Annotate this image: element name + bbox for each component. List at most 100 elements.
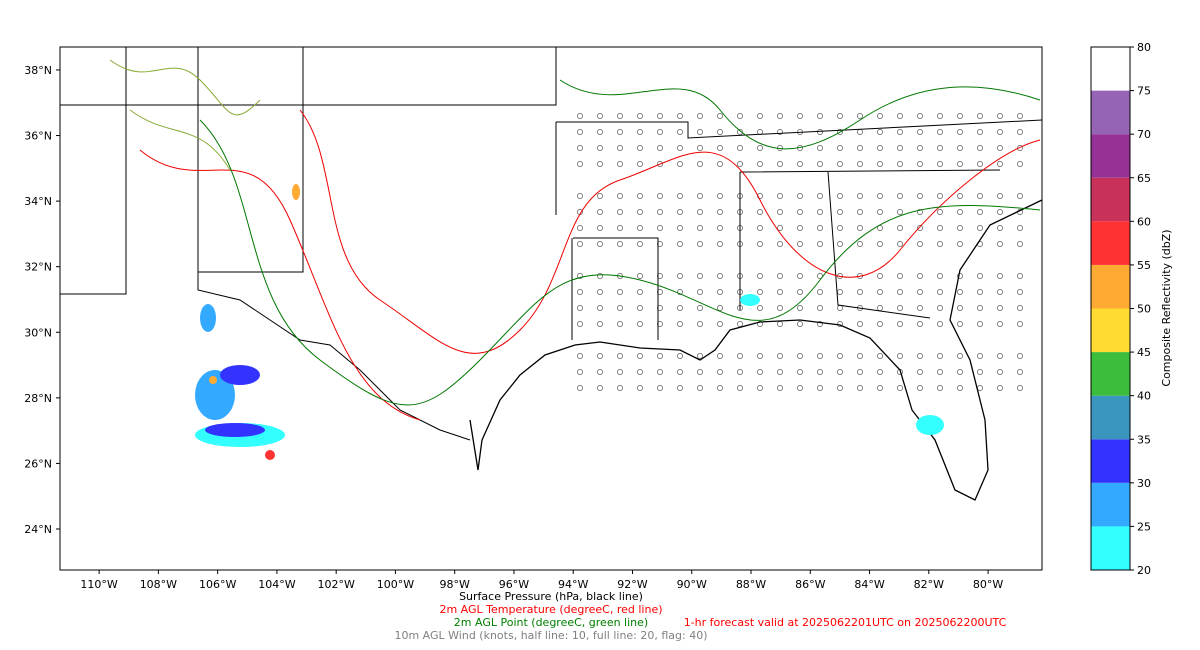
colorbar-segment [1091,482,1130,527]
station-marker [697,129,703,135]
lon-tick-label: 98°W [440,578,470,591]
forecast-note: 1-hr forecast valid at 2025062201UTC on … [684,616,1007,629]
station-marker [737,161,743,167]
caption: 2m AGL Temperature (degreeC, red line) [439,603,662,616]
station-marker [817,289,823,295]
station-marker [677,385,683,391]
station-marker [997,305,1003,311]
station-marker [637,305,643,311]
colorbar-segment [1091,439,1130,483]
station-marker [997,193,1003,199]
station-marker [1017,385,1023,391]
station-marker [977,113,983,119]
station-marker [977,129,983,135]
station-marker [817,369,823,375]
station-marker [977,273,983,279]
station-marker [777,273,783,279]
station-marker [697,241,703,247]
station-marker [617,129,623,135]
colorbar-tick-label: 25 [1137,520,1151,533]
station-marker [1017,353,1023,359]
station-marker [697,273,703,279]
station-marker [857,225,863,231]
station-marker [737,113,743,119]
station-marker [837,129,843,135]
station-marker [897,353,903,359]
station-marker [937,145,943,151]
colorbar-tick-label: 40 [1137,390,1151,403]
station-marker [977,289,983,295]
station-marker [937,273,943,279]
station-marker [1017,129,1023,135]
station-marker [777,353,783,359]
station-marker [817,193,823,199]
station-marker [1017,161,1023,167]
lat-tick-label: 34°N [24,195,52,208]
station-marker [897,305,903,311]
station-marker [817,209,823,215]
station-marker [997,225,1003,231]
station-marker [597,273,603,279]
station-marker [677,241,683,247]
station-marker [637,209,643,215]
station-marker [937,113,943,119]
station-marker [777,321,783,327]
colorbar-segment [1091,264,1130,309]
station-marker [977,321,983,327]
lon-tick-label: 82°W [914,578,944,591]
station-marker [717,225,723,231]
colorbar-segment [1091,352,1130,396]
station-marker [597,209,603,215]
colorbar-tick-label: 20 [1137,564,1151,577]
station-marker [757,241,763,247]
station-marker [737,369,743,375]
station-marker [997,209,1003,215]
station-marker [637,129,643,135]
axes: 38°N 36°N 34°N 32°N 30°N 28°N 26°N 24°N 110°W 108… [24,64,1003,591]
station-marker [657,369,663,375]
station-marker [657,113,663,119]
station-marker [937,305,943,311]
station-marker [677,273,683,279]
station-marker [857,321,863,327]
station-marker [937,225,943,231]
station-marker [637,241,643,247]
station-marker [797,241,803,247]
station-marker [917,113,923,119]
station-marker [857,113,863,119]
station-marker [957,129,963,135]
station-marker [657,225,663,231]
station-marker [697,145,703,151]
station-marker [957,321,963,327]
station-marker [597,289,603,295]
lat-tick-label: 24°N [24,523,52,536]
station-marker [717,305,723,311]
station-marker [917,273,923,279]
station-marker [677,321,683,327]
station-marker [957,209,963,215]
station-marker [697,209,703,215]
station-marker [677,369,683,375]
station-marker [797,113,803,119]
lon-tick-label: 92°W [617,578,647,591]
station-marker [977,353,983,359]
station-marker [837,145,843,151]
station-marker [997,321,1003,327]
station-marker [597,129,603,135]
station-marker [777,385,783,391]
station-marker [877,113,883,119]
station-marker [677,289,683,295]
station-marker [737,321,743,327]
station-marker [817,385,823,391]
station-marker [737,353,743,359]
station-marker [877,241,883,247]
station-marker [897,273,903,279]
lon-tick-label: 86°W [795,578,825,591]
colorbar-segment [1091,395,1130,440]
station-marker [817,129,823,135]
station-marker [957,193,963,199]
station-marker [957,273,963,279]
station-marker [897,129,903,135]
station-marker [617,193,623,199]
station-marker [997,129,1003,135]
